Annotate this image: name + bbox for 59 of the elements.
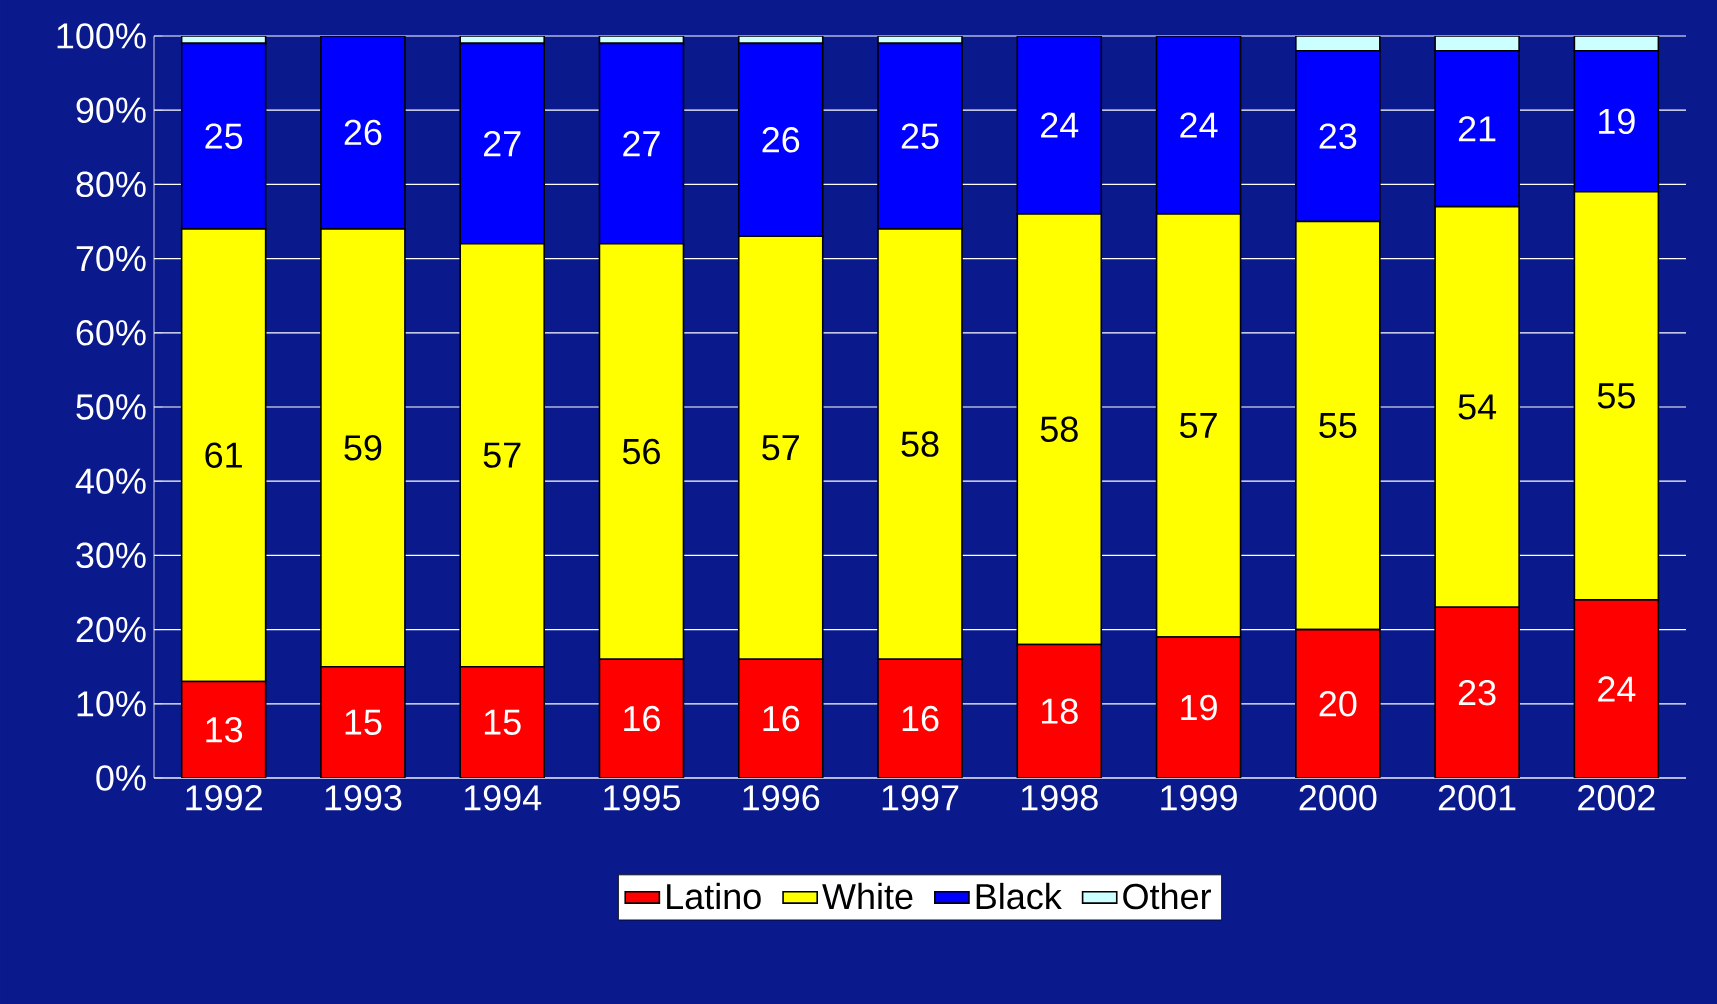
- x-tick-label: 1998: [1021, 785, 1098, 811]
- data-label: 57: [762, 435, 799, 461]
- data-label: 26: [762, 127, 800, 153]
- data-label: 55: [1319, 412, 1357, 439]
- data-label: 55: [1597, 383, 1635, 409]
- x-tick-label: 1995: [604, 785, 680, 811]
- data-label: 16: [624, 705, 660, 732]
- y-tick-label: 10%: [77, 691, 146, 717]
- y-tick-label: 40%: [75, 468, 146, 494]
- data-label: 27: [623, 130, 660, 157]
- data-label: 15: [484, 709, 521, 735]
- legend-label: Black: [976, 882, 1062, 910]
- data-label: 57: [483, 442, 521, 468]
- x-tick-label: 1996: [743, 785, 820, 811]
- data-label: 13: [206, 716, 243, 743]
- data-label: 57: [1179, 412, 1217, 439]
- data-label: 25: [205, 123, 243, 149]
- x-tick-label: 2000: [1299, 785, 1377, 811]
- data-label: 61: [205, 442, 242, 468]
- x-tick-label: 1994: [464, 785, 542, 811]
- data-label: 15: [345, 709, 382, 735]
- data-label: 59: [344, 435, 382, 461]
- data-label: 18: [1041, 698, 1078, 724]
- y-tick-label: 0%: [96, 765, 146, 791]
- y-tick-label: 90%: [76, 97, 146, 123]
- data-label: 24: [1598, 676, 1636, 702]
- data-label: 23: [1319, 123, 1357, 149]
- data-label: 56: [622, 438, 660, 465]
- data-label: 24: [1180, 112, 1218, 138]
- data-label: 21: [1458, 116, 1496, 142]
- data-label: 25: [901, 123, 939, 149]
- data-label: 23: [1458, 679, 1496, 706]
- data-label: 20: [1319, 691, 1357, 717]
- x-tick-label: 2002: [1578, 785, 1655, 811]
- x-tick-label: 1999: [1161, 785, 1237, 811]
- data-label: 19: [1181, 694, 1217, 721]
- data-label: 19: [1599, 108, 1635, 135]
- y-tick-label: 20%: [76, 616, 146, 643]
- data-label: 58: [1040, 416, 1078, 442]
- legend-label: Other: [1123, 882, 1211, 910]
- x-tick-label: 1992: [186, 785, 262, 811]
- x-tick-label: 2001: [1438, 785, 1516, 811]
- data-label: 26: [344, 119, 382, 146]
- y-tick-label: 80%: [76, 171, 146, 198]
- data-label: 27: [483, 130, 521, 157]
- data-label: 24: [1041, 112, 1079, 138]
- data-label: 16: [763, 705, 800, 732]
- x-tick-label: 1997: [882, 785, 959, 811]
- y-tick-label: 100%: [57, 23, 146, 49]
- data-label: 58: [901, 431, 939, 457]
- data-label: 16: [902, 705, 939, 732]
- y-tick-label: 60%: [76, 320, 146, 346]
- y-tick-label: 30%: [76, 542, 146, 569]
- data-label: 54: [1458, 394, 1497, 420]
- x-tick-label: 1993: [325, 785, 402, 811]
- legend-label: White: [822, 882, 913, 910]
- legend-label: Latino: [667, 882, 761, 910]
- y-tick-label: 70%: [76, 245, 146, 272]
- y-tick-label: 50%: [76, 394, 146, 420]
